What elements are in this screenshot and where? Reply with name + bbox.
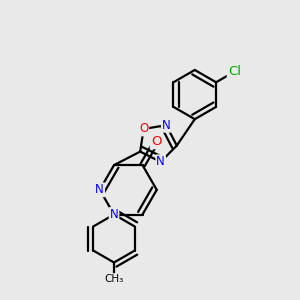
Text: O: O (139, 122, 148, 135)
Text: N: N (156, 155, 165, 168)
Text: N: N (110, 208, 118, 221)
Text: O: O (151, 135, 161, 148)
Text: CH₃: CH₃ (104, 274, 124, 284)
Text: Cl: Cl (228, 65, 241, 78)
Text: N: N (95, 183, 104, 196)
Text: N: N (162, 119, 171, 132)
